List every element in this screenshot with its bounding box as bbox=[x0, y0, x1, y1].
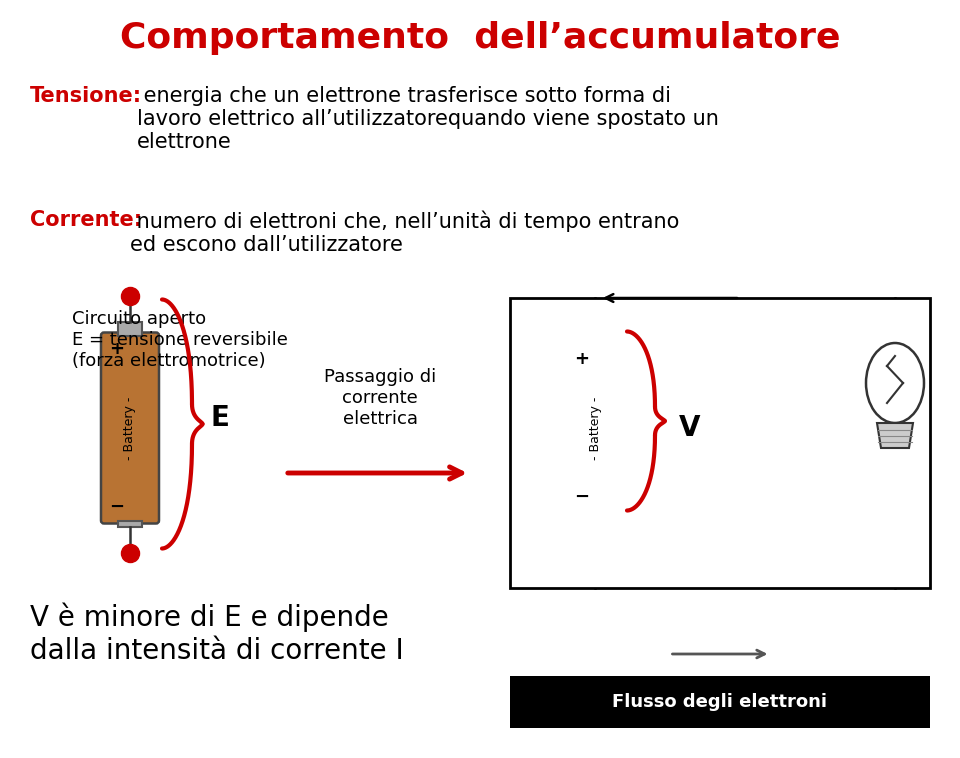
Bar bbox=[584, 331, 607, 346]
Text: Flusso degli elettroni: Flusso degli elettroni bbox=[612, 693, 828, 711]
Text: Tensione:: Tensione: bbox=[30, 86, 142, 106]
Text: Corrente:: Corrente: bbox=[30, 210, 142, 230]
Text: - Battery -: - Battery - bbox=[124, 396, 136, 459]
Bar bbox=[510, 676, 930, 728]
Text: - Battery -: - Battery - bbox=[588, 396, 602, 459]
Text: Comportamento  dell’accumulatore: Comportamento dell’accumulatore bbox=[120, 21, 840, 55]
Polygon shape bbox=[877, 423, 913, 448]
Text: V: V bbox=[680, 414, 701, 442]
Text: +: + bbox=[109, 340, 124, 359]
Ellipse shape bbox=[866, 343, 924, 423]
Text: Passaggio di
corrente
elettrica: Passaggio di corrente elettrica bbox=[324, 368, 436, 428]
FancyBboxPatch shape bbox=[101, 333, 159, 524]
Text: −: − bbox=[574, 487, 589, 506]
Text: Circuito aperto
E = tensione reversibile
(forza elettromotrice): Circuito aperto E = tensione reversibile… bbox=[72, 310, 288, 370]
Text: E: E bbox=[210, 404, 229, 432]
Text: V è minore di E e dipende
dalla intensità di corrente I: V è minore di E e dipende dalla intensit… bbox=[30, 603, 404, 665]
Bar bbox=[118, 521, 142, 527]
Text: +: + bbox=[574, 350, 589, 368]
Text: numero di elettroni che, nell’unità di tempo entrano
ed escono dall’utilizzatore: numero di elettroni che, nell’unità di t… bbox=[130, 210, 680, 255]
Bar bbox=[118, 321, 142, 336]
Bar bbox=[510, 298, 930, 588]
Text: energia che un elettrone trasferisce sotto forma di
lavoro elettrico all’utilizz: energia che un elettrone trasferisce sot… bbox=[137, 86, 719, 152]
Bar bbox=[584, 510, 607, 516]
Text: −: − bbox=[109, 497, 124, 515]
FancyBboxPatch shape bbox=[566, 343, 624, 513]
Text: Circuito chiuso
V(I) = tensione sotto carico: Circuito chiuso V(I) = tensione sotto ca… bbox=[530, 310, 777, 349]
